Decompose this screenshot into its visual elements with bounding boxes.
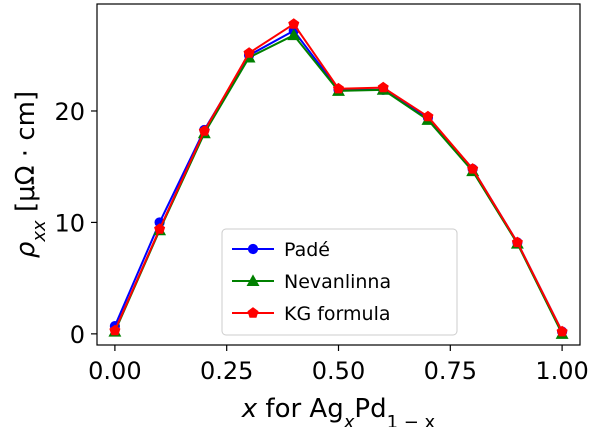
legend-marker [246, 274, 260, 286]
data-point [377, 81, 389, 93]
data-point [287, 28, 301, 41]
y-axis-label: ρxx [μΩ · cm] [11, 91, 50, 258]
data-point [243, 47, 255, 58]
data-point [556, 325, 568, 337]
y-tick-label: 10 [54, 209, 85, 237]
x-axis-label: x for AgxPd1 − x [241, 394, 436, 427]
data-point [511, 236, 523, 248]
legend-label: Nevanlinna [284, 271, 391, 293]
y-tick-label: 20 [54, 98, 85, 126]
legend-marker [247, 307, 259, 318]
legend-item: Padé [232, 239, 330, 261]
x-tick-label: 0.25 [200, 357, 253, 385]
legend-marker [247, 243, 259, 255]
legend-box [221, 228, 458, 336]
x-axis-label-mid: Pd [354, 394, 386, 424]
x-axis-label-text: for Ag [257, 394, 344, 424]
x-axis-ticks: 0.00 0.25 0.50 0.75 1.00 [88, 345, 589, 385]
x-axis-label-var: x [241, 394, 258, 424]
data-point [288, 18, 300, 29]
legend: Padé Nevanlinna KG formula [221, 228, 458, 336]
data-point [154, 223, 166, 234]
data-point [467, 163, 479, 174]
y-tick-label: 0 [70, 321, 85, 349]
legend-label: Padé [284, 239, 330, 261]
legend-label: KG formula [284, 303, 391, 325]
series-2 [109, 18, 568, 337]
x-tick-label: 0.50 [312, 357, 365, 385]
x-tick-label: 0.00 [88, 357, 141, 385]
x-tick-label: 0.75 [424, 357, 477, 385]
x-tick-label: 1.00 [535, 357, 588, 385]
y-axis-label-rho: ρ [11, 241, 41, 258]
legend-item: KG formula [232, 303, 391, 325]
x-axis-label-sub2: 1 − x [387, 412, 436, 427]
data-point [332, 82, 345, 94]
series-layer [108, 18, 569, 339]
data-point [198, 125, 210, 136]
legend-item: Nevanlinna [232, 271, 391, 293]
y-axis-label-sub: xx [29, 220, 50, 243]
data-point [109, 324, 121, 336]
y-axis-label-unit: [μΩ · cm] [11, 91, 41, 220]
x-axis-label-sub1: x [343, 412, 355, 427]
data-point [422, 110, 434, 122]
y-axis-ticks: 0 10 20 [54, 98, 97, 349]
